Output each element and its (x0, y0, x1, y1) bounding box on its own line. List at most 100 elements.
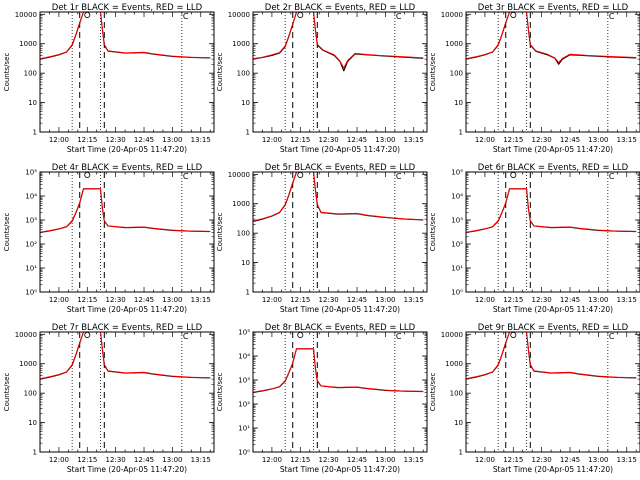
x-tick-label: 12:30 (319, 456, 339, 464)
x-tick-label: 12:15 (290, 136, 310, 144)
y-axis-label: Counts/sec (216, 53, 224, 92)
y-tick-label: 1000 (232, 40, 250, 48)
y-tick-label: 10000 (228, 11, 250, 19)
x-tick-label: 13:00 (162, 136, 182, 144)
events-series-line (465, 188, 637, 234)
x-axis-label: Start Time (20-Apr-05 11:47:20) (493, 145, 613, 154)
y-tick-label: 1000 (232, 200, 250, 208)
x-tick-label: 12:45 (347, 456, 367, 464)
event-marker-circle (510, 331, 517, 338)
y-tick-label: 100 (450, 390, 463, 398)
x-tick-label: 12:00 (49, 296, 69, 304)
annotation-label: C (609, 332, 615, 341)
x-tick-label: 13:15 (617, 456, 637, 464)
lld-series-line (465, 11, 637, 63)
y-tick-label: 10 (454, 99, 463, 107)
y-tick-label: 1000 (445, 40, 463, 48)
chart-panel-8: Det 8r BLACK = Events, RED = LLD Counts/s… (216, 323, 428, 474)
x-tick-label: 12:00 (262, 296, 282, 304)
x-tick-label: 13:00 (588, 456, 608, 464)
x-tick-label: 12:30 (532, 296, 552, 304)
y-tick-label: 1000 (445, 360, 463, 368)
y-tick-label: 10² (25, 241, 37, 249)
x-tick-label: 12:15 (290, 296, 310, 304)
x-tick-label: 12:30 (106, 136, 126, 144)
x-tick-label: 12:15 (503, 136, 523, 144)
x-tick-label: 12:45 (560, 296, 580, 304)
y-tick-label: 10⁰ (238, 449, 250, 457)
annotation-label: C (396, 12, 402, 21)
x-tick-label: 12:00 (49, 136, 69, 144)
y-tick-label: 10000 (441, 331, 463, 339)
x-tick-label: 12:15 (503, 456, 523, 464)
y-tick-label: 10000 (441, 11, 463, 19)
lld-series-line (465, 331, 637, 380)
y-tick-label: 10⁴ (25, 193, 37, 201)
plot-frame (39, 171, 215, 293)
y-tick-label: 100 (24, 390, 37, 398)
y-tick-label: 10¹ (25, 265, 37, 273)
event-marker-circle (84, 11, 91, 18)
annotation-label: C (396, 332, 402, 341)
x-tick-label: 13:00 (375, 456, 395, 464)
x-tick-label: 12:30 (319, 136, 339, 144)
y-axis-label: Counts/sec (429, 373, 437, 412)
x-tick-label: 12:30 (532, 456, 552, 464)
x-tick-label: 12:15 (503, 296, 523, 304)
y-tick-label: 10000 (228, 171, 250, 179)
y-tick-label: 1 (459, 129, 463, 137)
y-tick-label: 10 (241, 259, 250, 267)
x-tick-label: 12:00 (262, 136, 282, 144)
x-tick-label: 13:15 (191, 296, 211, 304)
chart-panel-4: Det 4r BLACK = Events, RED = LLD Counts/s… (3, 163, 215, 314)
y-tick-label: 1 (33, 449, 37, 457)
y-tick-label: 10 (28, 419, 37, 427)
annotation-label: C (183, 332, 189, 341)
x-tick-label: 12:15 (77, 296, 97, 304)
y-tick-label: 10³ (238, 377, 250, 385)
chart-panel-7: Det 7r BLACK = Events, RED = LLD Counts/s… (3, 323, 215, 474)
y-tick-label: 100 (450, 70, 463, 78)
x-tick-label: 13:00 (375, 296, 395, 304)
y-tick-label: 10¹ (451, 265, 463, 273)
y-axis-label: Counts/sec (429, 53, 437, 92)
plot-frame (252, 171, 428, 293)
plot-frame (252, 11, 428, 133)
chart-panel-2: Det 2r BLACK = Events, RED = LLD Counts/s… (216, 3, 428, 154)
chart-panel-6: Det 6r BLACK = Events, RED = LLD Counts/s… (429, 163, 640, 314)
x-tick-label: 13:00 (375, 136, 395, 144)
x-tick-label: 12:00 (475, 456, 495, 464)
x-axis-label: Start Time (20-Apr-05 11:47:20) (67, 305, 187, 314)
event-marker-circle (84, 331, 91, 338)
y-tick-label: 1000 (19, 360, 37, 368)
event-marker-circle (297, 171, 304, 178)
y-tick-label: 10⁵ (238, 329, 250, 337)
event-marker-circle (510, 171, 517, 178)
x-tick-label: 13:00 (588, 296, 608, 304)
x-axis-label: Start Time (20-Apr-05 11:47:20) (280, 465, 400, 474)
y-tick-label: 10⁴ (451, 193, 463, 201)
x-tick-label: 12:15 (77, 456, 97, 464)
x-tick-label: 13:00 (588, 136, 608, 144)
x-tick-label: 13:15 (617, 136, 637, 144)
lld-series-line (39, 11, 211, 60)
chart-title: Det 3r BLACK = Events, RED = LLD (478, 3, 629, 13)
y-tick-label: 1 (459, 449, 463, 457)
x-tick-label: 13:15 (404, 296, 424, 304)
y-tick-label: 10⁰ (25, 289, 37, 297)
x-axis-label: Start Time (20-Apr-05 11:47:20) (493, 465, 613, 474)
x-tick-label: 13:15 (191, 136, 211, 144)
x-tick-label: 12:00 (475, 136, 495, 144)
chart-title: Det 2r BLACK = Events, RED = LLD (265, 3, 416, 13)
y-tick-label: 10³ (25, 217, 37, 225)
x-tick-label: 12:45 (134, 456, 154, 464)
x-axis-label: Start Time (20-Apr-05 11:47:20) (67, 145, 187, 154)
event-marker-circle (297, 331, 304, 338)
x-tick-label: 12:30 (106, 456, 126, 464)
x-tick-label: 13:15 (404, 136, 424, 144)
x-tick-label: 12:45 (560, 456, 580, 464)
x-tick-label: 12:45 (134, 296, 154, 304)
chart-panel-1: Det 1r BLACK = Events, RED = LLD Counts/s… (3, 3, 215, 154)
y-tick-label: 10³ (451, 217, 463, 225)
